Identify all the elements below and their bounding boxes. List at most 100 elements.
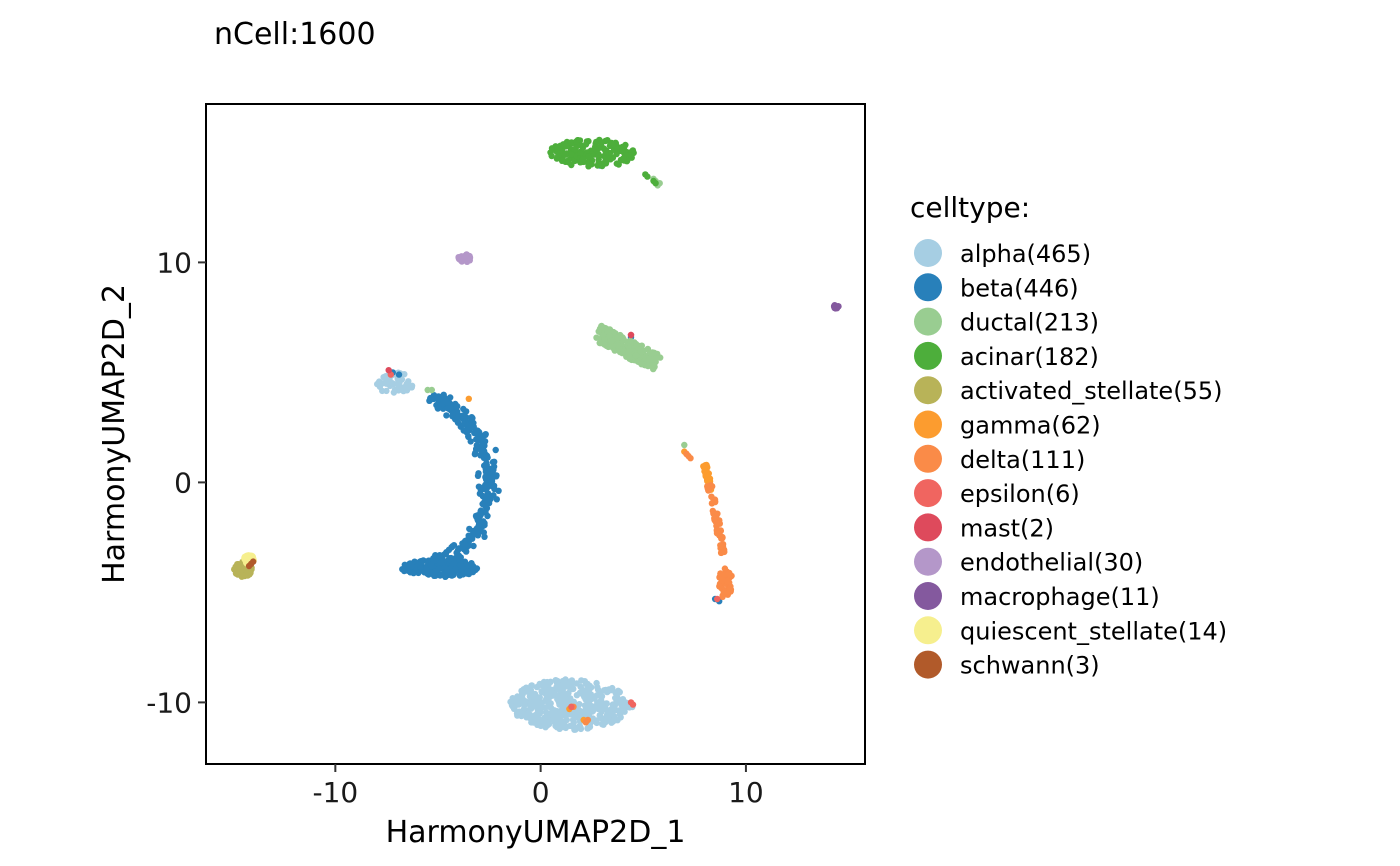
legend-label: schwann(3) [960, 652, 1100, 680]
data-point [653, 355, 660, 362]
data-point [552, 711, 559, 718]
data-point [711, 514, 718, 522]
data-point [613, 693, 621, 701]
data-point [720, 589, 727, 596]
legend-swatch [914, 616, 942, 645]
legend-swatch [914, 582, 942, 610]
data-point [568, 703, 575, 710]
data-point [618, 707, 625, 714]
data-point [687, 455, 694, 462]
data-point [519, 698, 526, 705]
data-point [240, 572, 247, 579]
data-point [625, 348, 633, 355]
data-point [448, 568, 455, 576]
data-point [705, 486, 712, 494]
data-point [567, 695, 574, 702]
data-point [627, 152, 634, 159]
data-point [538, 699, 546, 707]
data-point [443, 412, 450, 419]
data-point [649, 362, 656, 369]
legend-swatch [914, 650, 942, 679]
data-point [561, 151, 569, 158]
data-point [595, 152, 603, 159]
data-point [538, 688, 545, 695]
data-point [449, 410, 457, 418]
data-point [529, 703, 537, 710]
series-activated_stellate-points [231, 558, 255, 580]
data-point [572, 726, 579, 733]
series-delta-points [570, 450, 735, 726]
data-point [383, 376, 390, 383]
data-point [434, 395, 441, 403]
data-point [725, 570, 732, 577]
data-point [465, 433, 472, 441]
data-point [465, 532, 472, 539]
data-point [418, 559, 425, 566]
legend: alpha(465) beta(446) ductal(213) acinar(182… [914, 239, 1227, 680]
legend-label: ductal(213) [960, 309, 1099, 337]
data-point [578, 677, 585, 684]
data-point [604, 712, 611, 719]
data-point [609, 718, 617, 725]
data-point [473, 436, 480, 443]
data-point [518, 710, 526, 717]
data-point [245, 562, 253, 570]
data-point [484, 466, 491, 474]
data-point [428, 386, 435, 394]
legend-swatch [914, 410, 942, 439]
scatter-points [231, 136, 842, 733]
data-point [597, 160, 604, 168]
legend-label: quiescent_stellate(14) [960, 617, 1227, 645]
data-point [584, 725, 592, 732]
data-point [560, 681, 567, 688]
data-point [481, 499, 488, 506]
data-point [519, 691, 526, 698]
data-point [586, 690, 594, 698]
data-point [476, 519, 483, 527]
legend-swatch [914, 513, 942, 542]
data-point [531, 693, 538, 700]
data-point [721, 565, 729, 572]
data-point [716, 520, 723, 527]
data-point [474, 512, 481, 519]
data-point [593, 704, 600, 711]
data-point [526, 711, 534, 718]
data-point [239, 566, 246, 573]
legend-swatch [914, 444, 942, 473]
data-point [528, 682, 535, 689]
data-point [638, 348, 645, 356]
data-point [395, 371, 403, 378]
data-point [589, 708, 596, 715]
data-point [701, 462, 709, 470]
series-epsilon-points [387, 331, 721, 710]
data-point [594, 684, 601, 691]
data-point [523, 684, 530, 691]
data-point [435, 565, 443, 573]
data-point [493, 496, 500, 503]
data-point [423, 565, 430, 572]
data-point [456, 572, 463, 579]
data-point [589, 715, 596, 722]
data-point [569, 684, 576, 692]
data-point [593, 334, 600, 341]
data-point [614, 334, 621, 341]
data-point [442, 550, 449, 558]
data-point [644, 173, 651, 180]
data-point [545, 696, 552, 703]
data-point [401, 561, 408, 568]
series-ductal-points [424, 175, 688, 449]
data-point [608, 337, 615, 345]
data-point [436, 552, 443, 559]
data-point [554, 695, 561, 703]
data-point [547, 690, 554, 697]
data-point [714, 595, 721, 603]
series-gamma-points [465, 395, 715, 726]
data-point [427, 561, 435, 568]
data-point [652, 180, 659, 187]
data-point [720, 571, 727, 578]
data-point [601, 341, 608, 348]
data-point [453, 549, 460, 556]
y-tick-label: 10 [156, 246, 192, 279]
data-point [616, 688, 623, 696]
